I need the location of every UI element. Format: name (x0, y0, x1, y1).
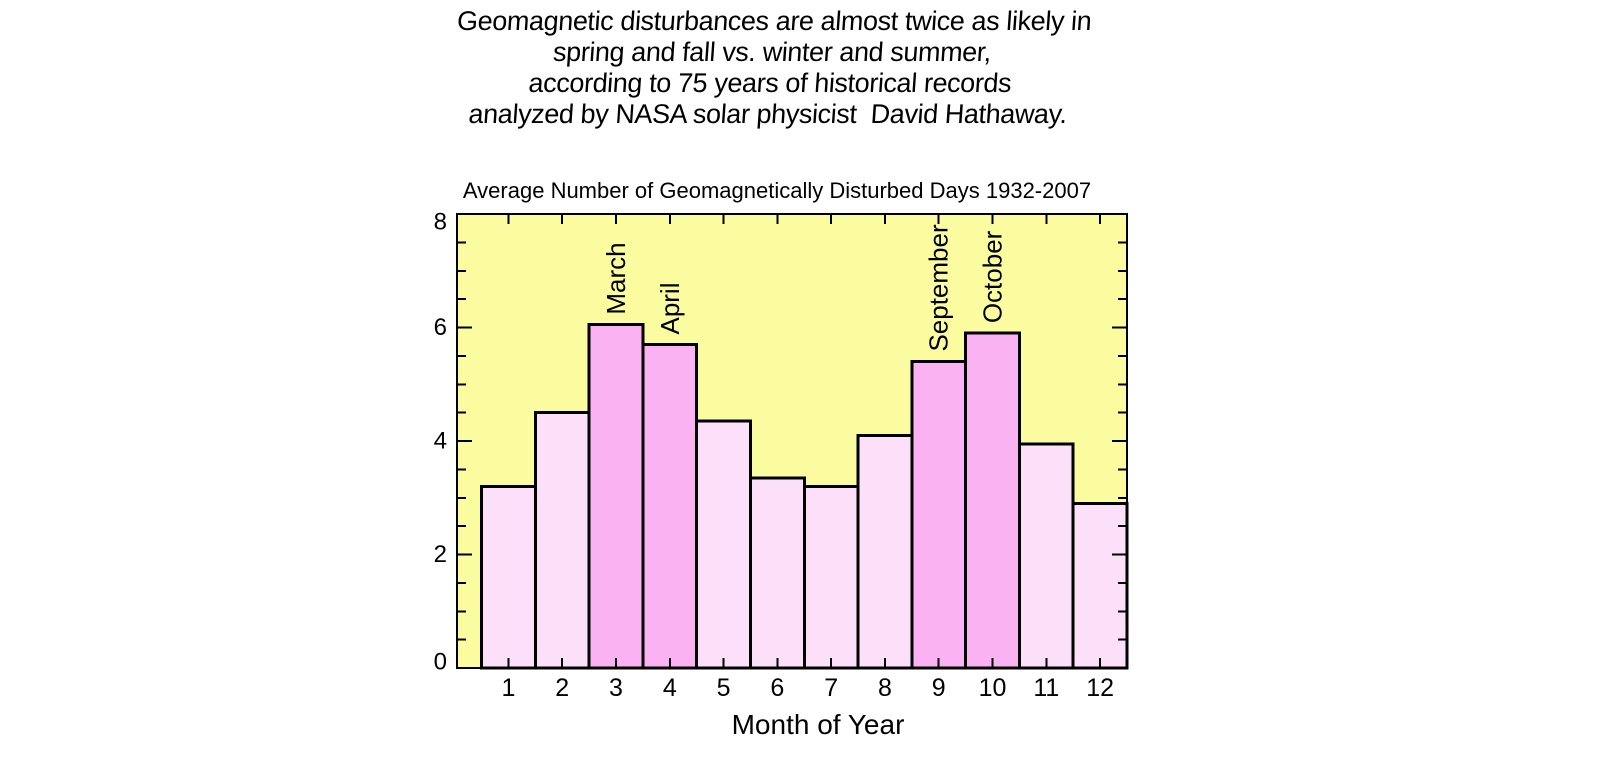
x-tick-label: 2 (555, 674, 569, 702)
bar-month-6 (748, 476, 806, 670)
bar-annotation: September (924, 224, 954, 352)
plot-frame-layer (456, 213, 1128, 669)
bar-month-11 (1017, 442, 1075, 670)
bar-month-8 (856, 433, 914, 670)
caption-line: spring and fall vs. winter and summer, (552, 37, 993, 67)
bar-annotation: April (655, 283, 685, 335)
x-tick-label: 1 (501, 674, 515, 702)
caption-line: according to 75 years of historical reco… (527, 68, 1013, 98)
plot-frame (456, 213, 1128, 669)
x-tick-label: 6 (770, 674, 784, 702)
bar-month-5 (695, 419, 752, 670)
bar-month-1 (480, 484, 537, 670)
bar-month-9 (910, 360, 968, 670)
bar-month-7 (802, 484, 860, 670)
x-tick-label: 12 (1086, 674, 1114, 702)
caption-line: analyzed by NASA solar physicist David H… (467, 99, 1068, 129)
bar-month-3 (587, 323, 645, 670)
bar-month-10 (964, 331, 1021, 670)
bar-month-2 (533, 411, 591, 670)
caption-line: Geomagnetic disturbances are almost twic… (456, 6, 1093, 36)
x-tick-label: 7 (824, 674, 838, 702)
chart-title: Average Number of Geomagnetically Distur… (463, 178, 1091, 203)
x-tick-label: 3 (609, 674, 623, 702)
x-tick-label: 9 (932, 674, 946, 702)
x-tick-label: 4 (663, 674, 677, 702)
x-tick-label: 5 (717, 674, 731, 702)
x-axis-label: Month of Year (732, 709, 905, 740)
bar-month-12 (1071, 501, 1129, 670)
bar-annotation: March (601, 242, 631, 314)
y-tick-label: 0 (434, 649, 447, 676)
x-tick-label: 8 (878, 674, 892, 702)
x-tick-label: 11 (1033, 674, 1059, 702)
y-tick-label: 6 (434, 314, 447, 341)
bar-annotations-layer: March April September October (601, 224, 1008, 352)
figure-caption: Geomagnetic disturbances are almost twic… (0, 6, 1546, 130)
y-tick-label: 4 (434, 428, 447, 455)
bar-month-4 (641, 343, 699, 670)
y-tick-label: 2 (434, 541, 447, 568)
bars-layer (480, 323, 1129, 670)
x-tick-label: 10 (979, 674, 1007, 702)
bar-annotation: October (978, 230, 1008, 323)
y-tick-label: 8 (434, 209, 447, 236)
